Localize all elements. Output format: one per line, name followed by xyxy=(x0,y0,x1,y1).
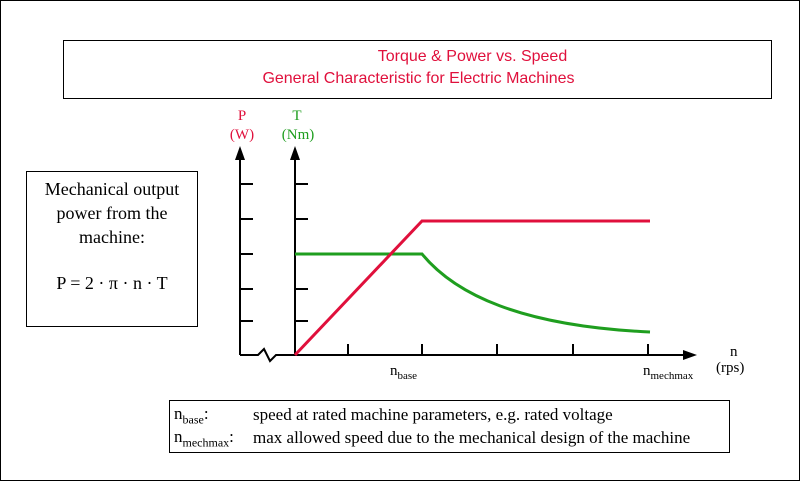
legend-row-n-mechmax: nmechmax: xyxy=(174,427,234,450)
formula-text-line-1: Mechanical output xyxy=(44,179,180,199)
x-axis-arrow xyxy=(683,350,697,360)
p-axis-ticks xyxy=(240,183,253,322)
formula-text-line-3: machine: xyxy=(79,227,145,247)
p-axis-arrow xyxy=(235,146,245,160)
title-line-1: Torque & Power vs. Speed xyxy=(377,48,568,65)
x-axis-break xyxy=(240,347,295,363)
title-box: Torque & Power vs. Speed General Charact… xyxy=(63,40,772,99)
x-axis-symbol: n xyxy=(730,344,738,360)
legend-box: nbase: speed at rated machine parameters… xyxy=(169,400,730,453)
formula-text-line-2: power from the xyxy=(56,203,168,223)
t-axis-ticks xyxy=(295,183,308,322)
power-curve xyxy=(293,219,650,357)
legend-row-n-base: nbase: xyxy=(174,404,209,427)
x-axis-ticks xyxy=(347,344,649,355)
formula-box: Mechanical output power from the machine… xyxy=(26,171,198,327)
power-formula: P = 2 · π · n · T xyxy=(56,273,168,293)
legend-desc-n-mechmax: max allowed speed due to the mechanical … xyxy=(253,428,691,447)
title-line-2: General Characteristic for Electric Mach… xyxy=(262,70,575,87)
torque-curve xyxy=(295,252,651,334)
t-axis-symbol: T xyxy=(292,108,302,124)
t-axis-arrow xyxy=(290,146,300,160)
p-axis-symbol: P xyxy=(237,108,247,124)
n-base-tick-label: nbase xyxy=(390,363,418,382)
n-mechmax-tick-label: nmechmax xyxy=(643,363,694,382)
legend-desc-n-base: speed at rated machine parameters, e.g. … xyxy=(253,405,613,424)
x-axis-unit: (rps) xyxy=(716,360,745,376)
t-axis-unit: (Nm) xyxy=(281,127,315,143)
p-axis-unit: (W) xyxy=(229,127,255,143)
